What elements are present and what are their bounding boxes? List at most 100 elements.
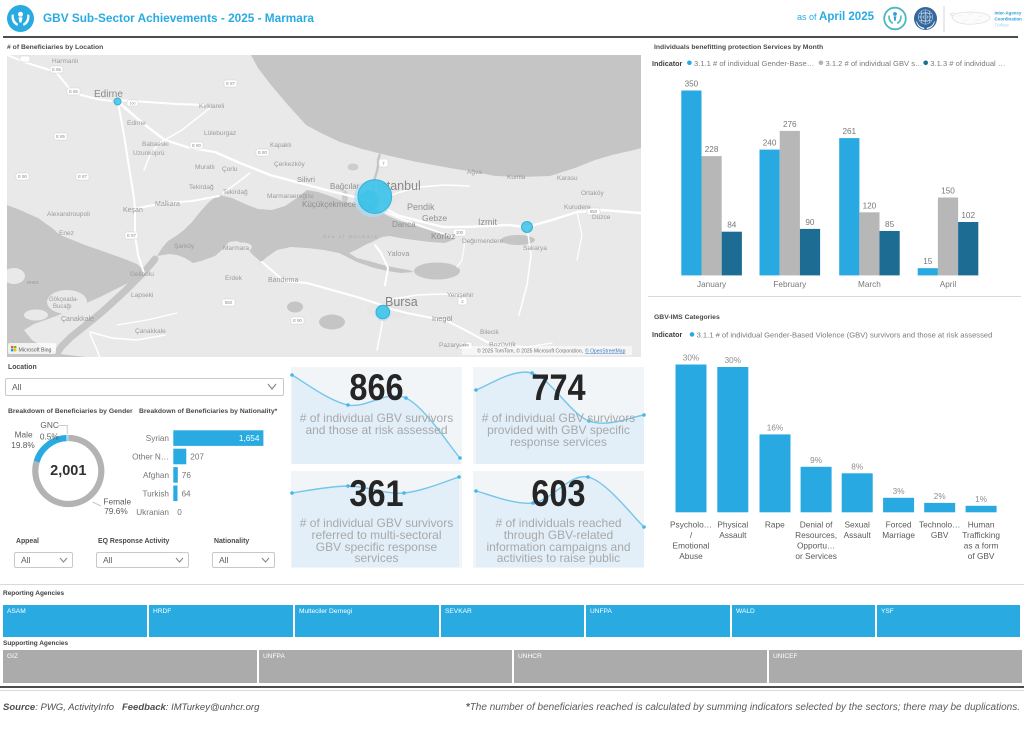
- svg-text:Kurudere: Kurudere: [564, 204, 591, 211]
- svg-text:100: 100: [130, 102, 136, 106]
- svg-text:Kırklareli: Kırklareli: [199, 103, 224, 110]
- svg-text:E 87: E 87: [226, 81, 235, 86]
- svg-text:GBV: GBV: [931, 530, 949, 540]
- svg-text:261: 261: [842, 127, 856, 136]
- svg-text:E 85: E 85: [69, 89, 78, 94]
- svg-text:as a form: as a form: [964, 541, 999, 551]
- svg-text:Coordination: Coordination: [995, 17, 1023, 22]
- svg-text:1%: 1%: [975, 495, 987, 504]
- svg-text:Pendik: Pendik: [407, 202, 435, 212]
- svg-text:Human: Human: [968, 520, 995, 530]
- svg-text:Çanakkale: Çanakkale: [61, 316, 94, 323]
- svg-text:85: 85: [885, 220, 895, 229]
- svg-text:90: 90: [805, 218, 815, 227]
- svg-text:Ortaköy: Ortaköy: [581, 190, 605, 197]
- svg-text:Bursa: Bursa: [385, 295, 418, 309]
- svg-text:2%: 2%: [934, 492, 946, 501]
- svg-text:Küçükçekmece: Küçükçekmece: [302, 200, 357, 209]
- svg-text:E 85: E 85: [52, 67, 61, 72]
- svg-text:15: 15: [923, 257, 933, 266]
- svg-text:Tekirdağ: Tekirdağ: [189, 184, 214, 191]
- svg-text:Kapaklı: Kapaklı: [270, 142, 292, 149]
- svg-text:E 80: E 80: [258, 150, 267, 155]
- svg-text:January: January: [697, 280, 727, 289]
- svg-text:Darıca: Darıca: [392, 220, 416, 229]
- svg-text:0: 0: [177, 508, 182, 517]
- svg-text:1,654: 1,654: [239, 434, 260, 443]
- svg-text:Bucağı: Bucağı: [53, 304, 72, 310]
- svg-text:Ukranian: Ukranian: [136, 508, 169, 517]
- svg-text:Kumla: Kumla: [507, 174, 526, 181]
- svg-text:Male: Male: [15, 430, 33, 440]
- svg-text:Technolo…: Technolo…: [919, 520, 961, 530]
- svg-text:Türkiye: Türkiye: [995, 23, 1010, 28]
- svg-text:enez: enez: [27, 280, 39, 286]
- svg-text:Inter-Agency: Inter-Agency: [995, 11, 1022, 16]
- svg-text:228: 228: [705, 145, 719, 154]
- svg-text:30%: 30%: [683, 354, 699, 363]
- svg-text:Emotional: Emotional: [673, 541, 710, 551]
- svg-text:16%: 16%: [767, 423, 783, 432]
- svg-text:Lüleburgaz: Lüleburgaz: [204, 130, 236, 137]
- svg-text:Syrian: Syrian: [146, 434, 170, 443]
- svg-text:GNC: GNC: [40, 420, 58, 430]
- svg-text:Gökçeada-: Gökçeada-: [49, 297, 78, 303]
- svg-text:Enez: Enez: [59, 230, 74, 237]
- svg-text:Şarköy: Şarköy: [174, 243, 195, 250]
- svg-text:E 90: E 90: [18, 174, 27, 179]
- svg-text:March: March: [858, 280, 881, 289]
- svg-text:30%: 30%: [725, 356, 741, 365]
- svg-text:650: 650: [590, 209, 598, 214]
- svg-text:E 85: E 85: [56, 134, 65, 139]
- svg-text:0.5%: 0.5%: [40, 432, 60, 442]
- svg-text:2: 2: [461, 299, 464, 304]
- svg-text:or Services: or Services: [795, 551, 837, 561]
- svg-text:Abuse: Abuse: [679, 551, 703, 561]
- svg-text:Ağva: Ağva: [467, 169, 482, 176]
- svg-text:Opportu…: Opportu…: [797, 541, 835, 551]
- svg-text:Female: Female: [103, 497, 131, 507]
- svg-text:February: February: [773, 280, 807, 289]
- svg-text:Marmara: Marmara: [223, 245, 249, 252]
- svg-text:Edirne: Edirne: [127, 120, 146, 127]
- svg-text:Sexual: Sexual: [845, 520, 871, 530]
- svg-text:Silivri: Silivri: [297, 175, 315, 184]
- svg-text:Sakarya: Sakarya: [523, 245, 547, 252]
- svg-text:Bozüyük: Bozüyük: [489, 342, 516, 349]
- svg-text:120: 120: [863, 201, 877, 210]
- svg-text:Sea of Marmara: Sea of Marmara: [323, 234, 378, 239]
- svg-text:64: 64: [182, 489, 192, 498]
- svg-text:9%: 9%: [810, 456, 822, 465]
- svg-text:Çanakkale: Çanakkale: [135, 328, 166, 335]
- svg-text:Harmanlı: Harmanlı: [52, 58, 79, 65]
- svg-text:Düzce: Düzce: [592, 214, 611, 221]
- svg-text:Other N…: Other N…: [132, 453, 169, 462]
- svg-text:3%: 3%: [893, 487, 905, 496]
- svg-text:150: 150: [941, 187, 955, 196]
- svg-text:Yalova: Yalova: [387, 249, 410, 258]
- svg-text:E 87: E 87: [127, 233, 136, 238]
- svg-text:Inegöl: Inegöl: [432, 314, 453, 323]
- svg-text:7: 7: [382, 161, 385, 166]
- svg-text:Babaeski: Babaeski: [142, 141, 169, 148]
- svg-text:Çorlu: Çorlu: [222, 166, 238, 173]
- svg-text:April: April: [940, 280, 957, 289]
- svg-text:Physical: Physical: [717, 520, 748, 530]
- svg-text:Resources,: Resources,: [795, 530, 837, 540]
- svg-text:19.8%: 19.8%: [11, 440, 35, 450]
- svg-text:Edirne: Edirne: [94, 89, 123, 100]
- svg-text:Assault: Assault: [719, 530, 747, 540]
- svg-text:© OpenStreetMap: © OpenStreetMap: [585, 348, 626, 355]
- svg-text:Değirmendere: Değirmendere: [462, 238, 504, 245]
- svg-text:84: 84: [727, 221, 737, 230]
- svg-text:Marmaraereğlisi: Marmaraereğlisi: [267, 193, 314, 200]
- svg-text:© 2025 TomTom, © 2025 Microsof: © 2025 TomTom, © 2025 Microsoft Corporat…: [477, 348, 583, 355]
- svg-text:76: 76: [182, 471, 192, 480]
- svg-text:276: 276: [783, 120, 797, 129]
- svg-text:Trafficking: Trafficking: [962, 530, 1000, 540]
- svg-text:Pazaryeri: Pazaryeri: [439, 342, 466, 349]
- svg-text:Turkish: Turkish: [142, 489, 169, 498]
- svg-text:Assault: Assault: [844, 530, 872, 540]
- svg-text:Gebze: Gebze: [422, 213, 447, 223]
- svg-text:/: /: [690, 530, 693, 540]
